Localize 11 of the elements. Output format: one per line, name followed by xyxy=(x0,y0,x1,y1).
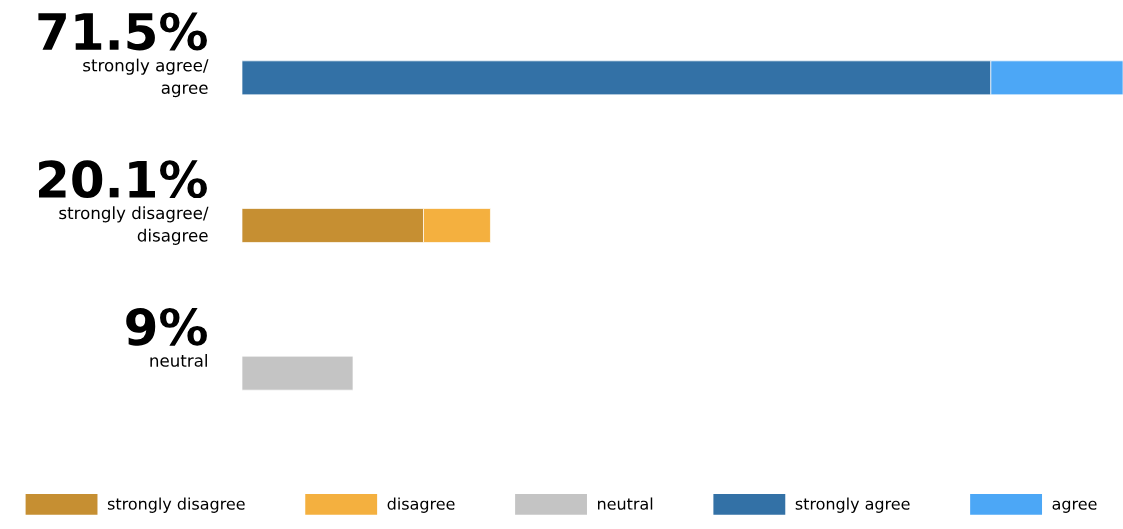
y-tick-label: neutral xyxy=(150,353,207,367)
y-tick-label: strongly agree/ agree xyxy=(83,58,209,98)
text: 71.5% xyxy=(38,12,207,51)
legend-label: strongly disagree xyxy=(107,497,245,513)
legend-label: disagree xyxy=(387,497,455,513)
legend-label: agree xyxy=(1052,500,1097,513)
text: 20.1% xyxy=(39,160,207,199)
y-tick-label: strongly disagree/ disagree xyxy=(59,206,209,245)
legend-label: neutral xyxy=(598,497,653,510)
legend-label: strongly agree xyxy=(795,497,910,513)
text: 9% xyxy=(126,307,207,346)
